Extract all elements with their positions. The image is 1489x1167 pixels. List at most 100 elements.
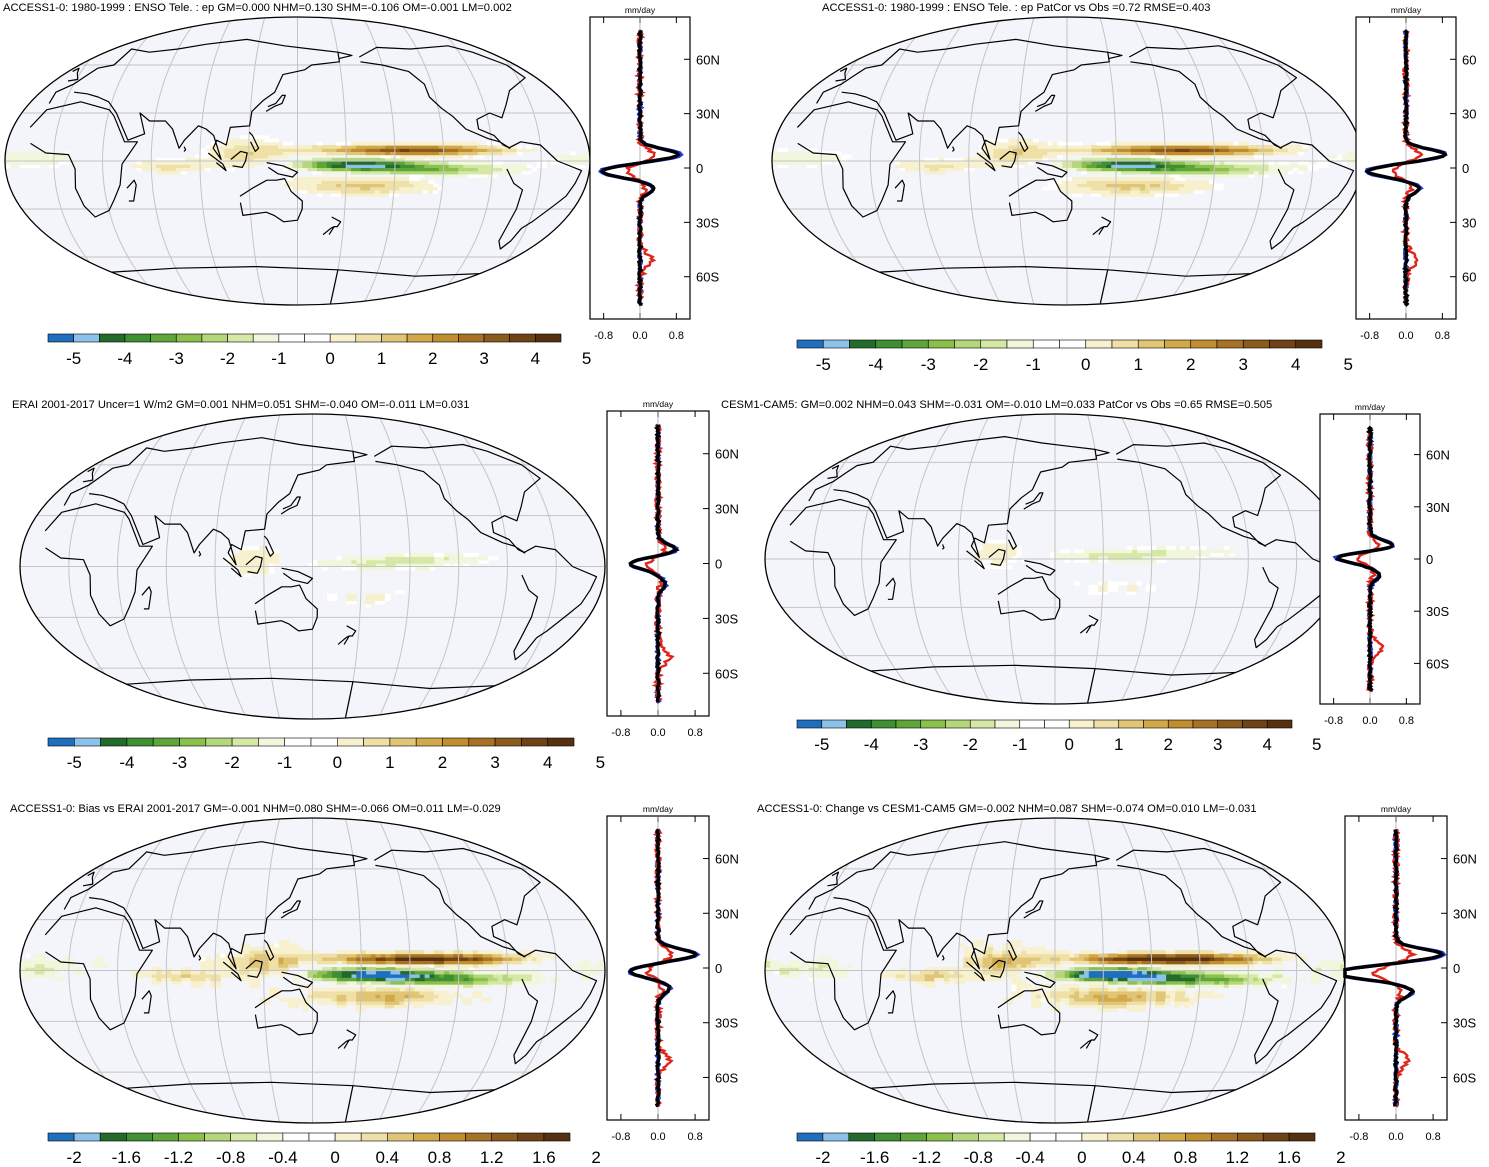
coastlines <box>789 425 1338 704</box>
colorbar: -2 -1.6 -1.2 -0.8 -0.4 0 0.4 0.8 1.2 1.6 2 <box>796 1132 1346 1167</box>
colorbar-block <box>952 1132 979 1142</box>
coastline-newzealand <box>331 216 342 228</box>
colorbar-block <box>895 719 922 729</box>
colorbar-block <box>1133 1132 1160 1142</box>
panel-title: ACCESS1-0: 1980-1999 : ENSO Tele. : ep G… <box>3 2 512 14</box>
profile-xtick-label: 0.0 <box>632 330 647 342</box>
colorbar-block <box>204 1132 232 1142</box>
colorbar-block <box>360 1132 388 1142</box>
colorbar-tick-label: 5 <box>1344 355 1353 374</box>
colorbar-tick-label: 0 <box>325 349 334 368</box>
profile-unit-label: mm/day <box>1355 402 1386 412</box>
coastline-africa <box>44 503 153 627</box>
profile-ytick-label: 60S <box>1453 1070 1476 1085</box>
colorbar-block <box>465 1132 493 1142</box>
profile-xtick-label: -0.8 <box>1360 330 1379 342</box>
coastline-newguinea <box>281 567 314 584</box>
profile-ytick-label: 0 <box>696 161 703 176</box>
colorbar-tick-label: -2 <box>963 735 978 754</box>
profile-unit-label: mm/day <box>1391 5 1422 15</box>
panel-title: ERAI 2001-2017 Uncer=1 W/m2 GM=0.001 NHM… <box>12 399 469 411</box>
colorbar-block <box>1068 719 1095 729</box>
colorbar-tick-label: 1.2 <box>480 1148 504 1167</box>
coastline-sumatra <box>222 557 242 578</box>
colorbar-block <box>874 1132 901 1142</box>
colorbar-tick-label: -4 <box>117 349 132 368</box>
colorbar-block <box>1093 719 1120 729</box>
colorbar-tick-label: 2 <box>1164 735 1173 754</box>
colorbar-block <box>870 719 897 729</box>
colorbar-block <box>901 339 929 349</box>
profile-line-black <box>1343 829 1445 1107</box>
colorbar-block <box>822 339 850 349</box>
colorbar-block <box>1167 719 1194 729</box>
coastline-australia <box>997 988 1061 1036</box>
coastline-borneo <box>988 959 1006 978</box>
colorbar-tick-label: -3 <box>172 753 187 772</box>
colorbar-block <box>1295 339 1323 349</box>
coastline-madagascar <box>885 990 896 1014</box>
profile-ytick-label: 30S <box>715 1016 738 1031</box>
map-panel-middle-left: ERAI 2001-2017 Uncer=1 W/m2 GM=0.001 NHM… <box>12 399 739 772</box>
zonal-mean-profile: mm/day 60N 30N 0 30S 60S -0.8 0.0 0.8 <box>1343 804 1477 1143</box>
coastline-northamerica <box>359 45 526 149</box>
colorbar-block <box>1185 1132 1212 1142</box>
coastline-borneo <box>988 548 1006 566</box>
coastline-madagascar <box>126 179 137 202</box>
precip-anomaly-field <box>765 940 1345 1012</box>
colorbar-block <box>1085 339 1113 349</box>
coastline-africa <box>29 101 138 218</box>
panel-title: CESM1-CAM5: GM=0.002 NHM=0.043 SHM=-0.03… <box>721 399 1272 411</box>
colorbar-block <box>1217 719 1243 729</box>
colorbar-tick-label: 1.6 <box>532 1148 556 1167</box>
profile-xtick-label: 0.8 <box>687 727 702 739</box>
colorbar-block <box>796 1132 824 1142</box>
profile-ytick-label: 60N <box>696 52 720 67</box>
colorbar-tick-label: 0 <box>1065 735 1074 754</box>
colorbar-block <box>1237 1132 1264 1142</box>
profile-xtick-label: -0.8 <box>611 1131 630 1143</box>
profile-xtick-label: 0.0 <box>650 727 665 739</box>
colorbar-block <box>1262 1132 1290 1142</box>
colorbar-block <box>547 737 575 747</box>
colorbar-block <box>175 333 203 343</box>
colorbar-block <box>47 737 75 747</box>
colorbar-tick-label: -4 <box>868 355 883 374</box>
profile-ytick-label: 30 <box>1462 107 1476 122</box>
coastline-africa <box>789 498 897 616</box>
profile-ytick-label: 30 <box>1462 215 1476 230</box>
profile-ytick-label: 60S <box>715 1070 738 1085</box>
coastline-australia <box>997 576 1061 621</box>
coastline-eurasia <box>63 841 355 970</box>
coastline-uk <box>827 871 840 887</box>
coastline-australia <box>254 584 318 632</box>
coastline-eurasia <box>48 38 340 160</box>
colorbar-block <box>521 737 549 747</box>
coastline-madagascar <box>885 577 896 600</box>
colorbar-block <box>458 333 485 343</box>
coastline-newzealand_s <box>1092 226 1105 236</box>
coastline-africa <box>796 101 907 218</box>
colorbar-block <box>386 1132 414 1142</box>
colorbar-tick-label: 1 <box>1114 735 1123 754</box>
profile-ytick-label: 30N <box>1453 906 1477 921</box>
profile-ytick-label: 60S <box>1426 656 1449 671</box>
coastline-japan <box>265 94 286 112</box>
profile-ytick-label: 0 <box>715 961 722 976</box>
coastline-eurasia_w <box>337 51 353 60</box>
profile-ytick-label: 60 <box>1462 270 1476 285</box>
colorbar-tick-label: 0.8 <box>1174 1148 1198 1167</box>
colorbar-tick-label: -5 <box>816 355 831 374</box>
colorbar-block <box>1266 719 1293 729</box>
colorbar-block <box>1055 1132 1083 1142</box>
coastline-philippines <box>1006 939 1017 961</box>
colorbar-block <box>47 1132 75 1142</box>
colorbar-block <box>256 1132 284 1142</box>
coastline-madagascar <box>141 990 152 1014</box>
colorbar-tick-label: 2 <box>1186 355 1195 374</box>
colorbar-tick-label: 2 <box>438 753 447 772</box>
profile-ytick-label: 30N <box>1426 500 1450 515</box>
profile-unit-label: mm/day <box>643 804 674 814</box>
colorbar-block <box>1003 1132 1031 1142</box>
colorbar-block <box>846 719 872 729</box>
